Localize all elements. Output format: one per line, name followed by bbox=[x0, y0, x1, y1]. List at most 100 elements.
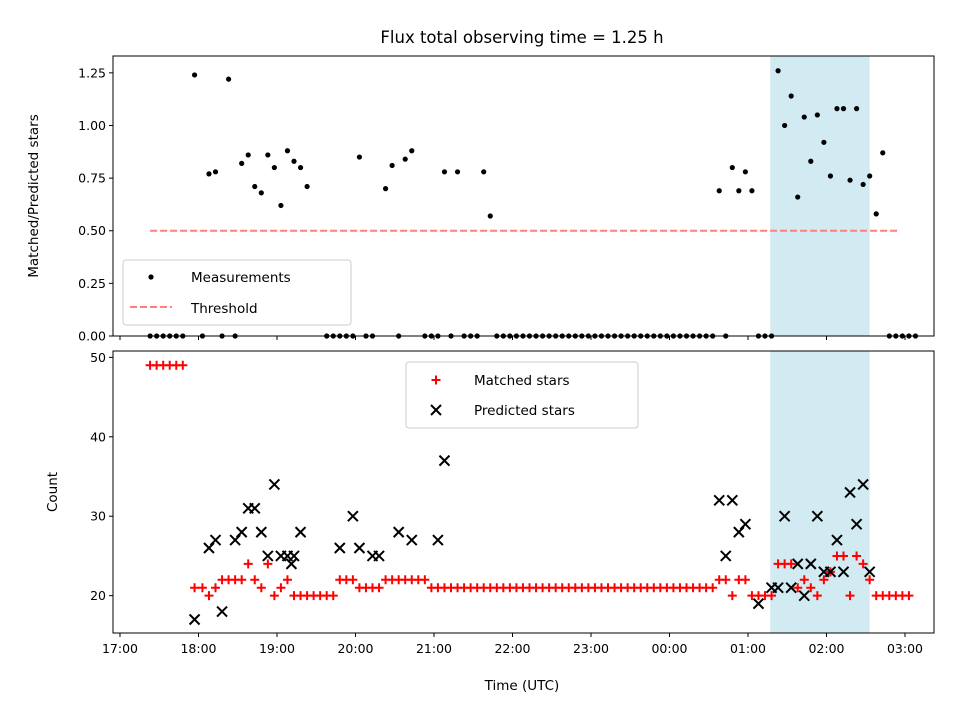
predicted-star-marker bbox=[268, 478, 281, 491]
measurement-point bbox=[239, 160, 245, 166]
predicted-star-marker bbox=[726, 494, 739, 507]
bottom-axes: 20 30 40 50 17:00 18:00 19:00 20:00 21:00 22:00 23… bbox=[45, 350, 935, 656]
measurement-point bbox=[252, 183, 258, 190]
matched-star-marker bbox=[237, 575, 247, 585]
matched-star-marker bbox=[740, 575, 750, 585]
measurement-point bbox=[402, 156, 408, 162]
measurement-point bbox=[834, 106, 840, 112]
predicted-star-marker bbox=[430, 404, 442, 416]
measurement-point bbox=[409, 148, 415, 154]
legend-box bbox=[122, 259, 352, 326]
predicted-star-marker bbox=[216, 605, 228, 618]
bottom-legend: Matched stars Predicted stars bbox=[405, 361, 639, 429]
predicted-star-marker bbox=[285, 558, 298, 570]
measurement-point bbox=[481, 169, 487, 175]
measurement-point bbox=[847, 177, 853, 183]
measurement-point bbox=[271, 164, 277, 171]
legend-matched-label: Matched stars bbox=[474, 373, 570, 389]
legend-measurement-marker bbox=[148, 274, 154, 280]
predicted-star-marker bbox=[752, 597, 765, 610]
matched-star-marker bbox=[721, 575, 731, 585]
measurement-point bbox=[880, 150, 886, 156]
observing-window-highlight bbox=[770, 351, 870, 633]
matched-star-marker bbox=[178, 360, 188, 370]
predicted-star-marker bbox=[713, 494, 725, 507]
matched-star-marker bbox=[243, 559, 253, 569]
matched-star-marker bbox=[211, 583, 221, 593]
measurement-point bbox=[441, 169, 448, 175]
measurement-point bbox=[801, 114, 807, 120]
measurement-point bbox=[487, 213, 493, 219]
matched-star-marker bbox=[904, 591, 914, 601]
measurement-point bbox=[821, 139, 827, 145]
measurement-point bbox=[788, 93, 794, 99]
matched-star-marker bbox=[256, 583, 266, 593]
predicted-star-marker bbox=[334, 542, 346, 554]
predicted-star-marker bbox=[837, 566, 850, 578]
measurement-point bbox=[212, 169, 219, 175]
predicted-star-marker bbox=[235, 526, 248, 538]
measurement-point bbox=[389, 162, 395, 169]
measurement-point bbox=[749, 188, 755, 194]
matched-star-marker bbox=[328, 591, 338, 601]
predicted-star-marker bbox=[262, 550, 274, 562]
figure-title: Flux total observing time = 1.25 h bbox=[380, 28, 663, 47]
legend-threshold-label: Threshold bbox=[190, 301, 258, 317]
matched-star-marker bbox=[806, 583, 816, 593]
x-axis-label: Time (UTC) bbox=[484, 678, 560, 694]
top-legend: Measurements Threshold bbox=[122, 259, 352, 326]
measurement-point bbox=[206, 171, 212, 177]
predicted-star-marker bbox=[850, 518, 863, 530]
predicted-star-marker bbox=[792, 558, 804, 570]
matched-star-marker bbox=[852, 551, 862, 561]
predicted-star-marker bbox=[288, 550, 300, 562]
predicted-star-marker bbox=[844, 486, 856, 499]
y-tick-label: 40 bbox=[90, 429, 106, 444]
y-tick-label: 0.25 bbox=[78, 276, 106, 291]
predicted-star-marker bbox=[353, 542, 366, 554]
matched-star-marker bbox=[282, 575, 292, 585]
legend-predicted-label: Predicted stars bbox=[474, 403, 575, 419]
matched-star-marker bbox=[839, 551, 849, 561]
measurement-point bbox=[356, 154, 363, 160]
measurement-point bbox=[827, 173, 834, 179]
matched-star-marker bbox=[793, 583, 803, 593]
y-tick-label: 20 bbox=[90, 588, 106, 603]
measurement-point bbox=[716, 188, 722, 194]
x-tick-label: 02:00 bbox=[808, 641, 844, 656]
predicted-star-marker bbox=[255, 526, 268, 538]
measurement-point bbox=[808, 158, 814, 164]
matched-star-marker bbox=[812, 591, 822, 601]
matched-star-marker bbox=[190, 583, 200, 593]
measurement-point bbox=[382, 186, 389, 192]
matched-star-marker bbox=[374, 583, 384, 593]
measurement-point bbox=[304, 183, 310, 190]
measurement-point bbox=[191, 72, 198, 78]
predicted-star-marker bbox=[392, 526, 405, 538]
x-tick-label: 00:00 bbox=[651, 641, 687, 656]
predicted-star-marker bbox=[209, 534, 222, 546]
predicted-star-marker bbox=[720, 550, 732, 562]
matched-star-marker bbox=[276, 583, 286, 593]
predicted-star-marker bbox=[772, 582, 784, 594]
measurement-point bbox=[814, 112, 820, 118]
x-tick-label: 01:00 bbox=[730, 641, 766, 656]
measurement-point bbox=[245, 152, 251, 158]
measurement-point bbox=[742, 169, 748, 175]
x-tick-label: 22:00 bbox=[494, 641, 530, 656]
matched-star-marker bbox=[786, 559, 796, 569]
measurement-point bbox=[775, 68, 781, 74]
measurement-point bbox=[860, 181, 866, 188]
predicted-star-marker bbox=[438, 454, 451, 467]
matched-star-marker bbox=[819, 575, 829, 585]
predicted-star-marker bbox=[406, 534, 418, 546]
y-tick-label: 1.00 bbox=[78, 118, 106, 133]
observing-window-highlight bbox=[770, 56, 870, 336]
predicted-star-marker bbox=[785, 582, 797, 594]
predicted-star-marker bbox=[863, 566, 876, 578]
y-tick-label: 50 bbox=[90, 350, 106, 365]
measurement-point bbox=[729, 164, 735, 171]
predicted-star-marker bbox=[432, 534, 444, 546]
measurement-point bbox=[795, 194, 801, 200]
x-tick-label: 23:00 bbox=[573, 641, 609, 656]
